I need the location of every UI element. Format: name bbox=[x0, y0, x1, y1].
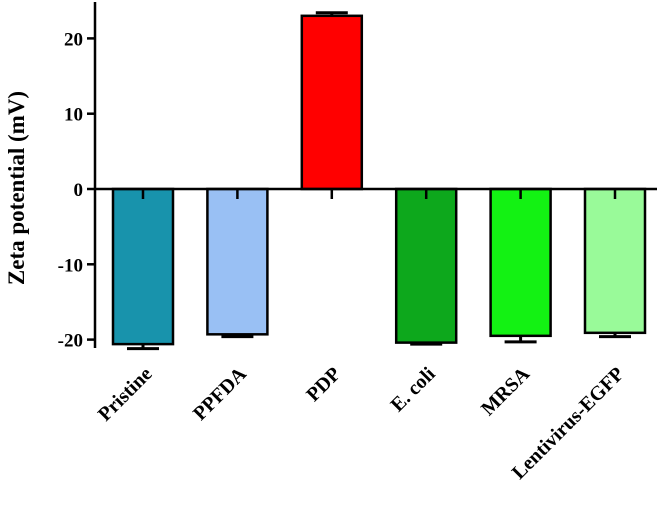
category-label: E. coli bbox=[386, 363, 440, 417]
bar-pristine bbox=[111, 187, 175, 346]
y-axis-title: Zeta potential (mV) bbox=[4, 91, 29, 285]
bar-mrsa bbox=[489, 187, 552, 338]
y-tick-label: 20 bbox=[64, 29, 83, 50]
category-label: PPFDA bbox=[189, 363, 251, 425]
axes-group bbox=[93, 2, 657, 348]
y-ticks-group: 20 10 0 -10 -20 bbox=[58, 29, 95, 352]
bar-pdp bbox=[300, 14, 364, 191]
y-tick-label: 10 bbox=[64, 105, 83, 126]
bars-group bbox=[111, 11, 647, 351]
category-label: PDP bbox=[302, 363, 345, 406]
bar-e-coli bbox=[394, 187, 458, 344]
bar-lentivirus-egfp bbox=[583, 187, 647, 335]
y-tick-label: 0 bbox=[74, 180, 84, 201]
y-tick-label: -20 bbox=[58, 331, 83, 352]
category-labels-group: Pristine PPFDA PDP E. coli MRSALentivirus-EG… bbox=[94, 363, 629, 484]
y-tick-label: -10 bbox=[58, 255, 83, 276]
category-label: Pristine bbox=[94, 363, 157, 426]
bar-ppfda bbox=[206, 187, 269, 336]
category-label: MRSA bbox=[477, 363, 535, 421]
